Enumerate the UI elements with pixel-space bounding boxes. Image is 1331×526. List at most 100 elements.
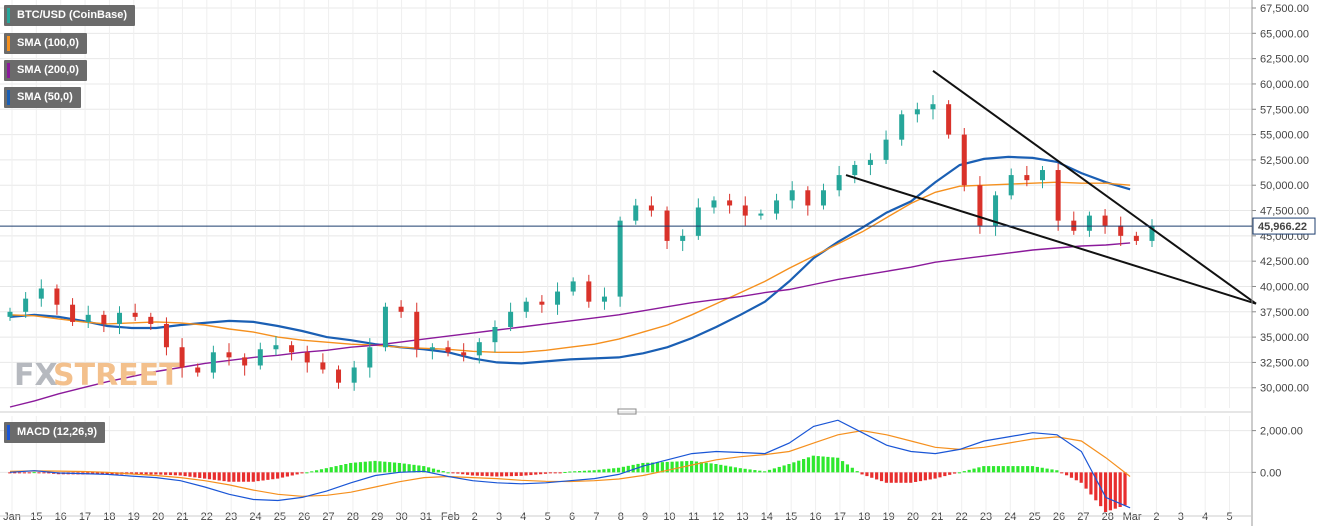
macd-histogram-bar [996,466,1001,473]
time-tick-label: 7 [593,511,599,523]
macd-histogram-bar [280,472,285,478]
candle-body [289,345,295,353]
macd-histogram-bar [276,472,280,479]
candle-body [398,306,404,312]
candle-body [226,352,232,358]
time-tick-label: 26 [1053,511,1065,523]
macd-histogram-bar [826,456,830,473]
macd-histogram-bar [134,472,139,475]
macd-histogram-bar [514,472,518,477]
time-tick-label: 8 [618,511,624,523]
macd-histogram-bar [855,471,859,473]
legend-sma200[interactable]: SMA (200,0) [4,60,87,81]
candle-body [70,304,76,322]
macd-histogram-bar [933,472,937,479]
candle-body [555,291,561,305]
candle-body [758,213,764,216]
macd-histogram-bar [909,472,913,483]
macd-histogram-bar [558,472,562,474]
lower-trendline [845,174,1257,305]
candle-body [476,342,482,356]
macd-histogram-bar [363,461,367,473]
time-tick-label: 16 [55,511,67,523]
macd-histogram-bar [621,466,626,473]
macd-histogram-bar [709,463,713,473]
price-tick-label: 47,500.00 [1260,206,1309,218]
macd-signal-line [9,429,1131,497]
macd-histogram-bar [1084,472,1088,489]
time-tick-label: 15 [30,511,42,523]
macd-histogram-bar [641,462,645,473]
legend-sma50[interactable]: SMA (50,0) [4,87,81,108]
time-tick-label: 21 [931,511,943,523]
macd-histogram-bar [792,462,796,473]
time-tick-label: 14 [761,511,773,523]
macd-histogram-bar [777,466,781,473]
macd-histogram-bar [767,469,772,473]
macd-histogram-bar [1089,472,1093,495]
candle-body [1024,175,1030,181]
candle-body [508,311,514,327]
macd-histogram-bar [563,471,567,473]
macd-histogram-bar [203,472,207,479]
candle-body [273,345,279,350]
macd-histogram-bar [392,462,397,473]
macd-histogram-bar [1045,468,1049,473]
candle-body [38,288,44,299]
macd-histogram-bar [991,466,996,473]
legend-instrument-swatch [7,8,10,23]
macd-histogram-bar [334,466,338,473]
time-tick-label: 23 [225,511,237,523]
macd-histogram-bar [8,472,12,474]
macd-histogram-bar [436,469,440,473]
macd-histogram-bar [315,470,319,473]
macd-histogram-bar [957,472,962,474]
candle-body [570,281,576,292]
macd-histogram-bar [660,462,664,473]
macd-histogram-bar [889,472,893,483]
time-tick-label: 2 [1153,511,1159,523]
macd-histogram-bar [553,472,557,474]
macd-histogram-bar [422,466,426,473]
legend-instrument-label: BTC/USD (CoinBase) [17,9,128,21]
macd-histogram-bar [534,472,538,475]
macd-histogram-bar [845,464,850,473]
candle-body [320,362,326,370]
macd-histogram-bar [47,472,51,474]
macd-histogram-bar [27,472,31,474]
candle-body [539,301,545,305]
price-tick-label: 60,000.00 [1260,79,1309,91]
legend-macd[interactable]: MACD (12,26,9) [4,422,106,443]
candle-body [257,349,263,366]
macd-histogram-bar [724,465,728,473]
legend-instrument[interactable]: BTC/USD (CoinBase) [4,5,136,26]
candle-body [1086,215,1092,231]
time-tick-label: 27 [322,511,334,523]
legend-sma100[interactable]: SMA (100,0) [4,33,87,54]
macd-histogram-bar [675,461,679,473]
legend-sma200-label: SMA (200,0) [17,64,79,76]
candle-body [461,352,467,356]
macd-histogram-bar [972,468,976,473]
macd-histogram-bar [904,472,908,483]
candle-body [586,281,592,302]
time-tick-label: 25 [274,511,286,523]
macd-histogram-bar [952,472,957,474]
macd-histogram-bar [840,461,845,473]
time-tick-label: 27 [1077,511,1089,523]
price-tick-label: 57,500.00 [1260,104,1309,116]
time-tick-label: 3 [1178,511,1184,523]
macd-histogram-bar [144,472,148,475]
macd-histogram-bar [183,472,187,477]
price-tick-label: 50,000.00 [1260,180,1309,192]
macd-histogram-bar [500,472,504,477]
macd-histogram-bar [100,472,104,475]
macd-histogram-bar [504,472,509,477]
macd-histogram-bar [1108,472,1113,511]
trendlines [845,69,1257,305]
macd-histogram-bar [427,467,431,473]
candle-body [617,220,623,297]
candle-body [1008,175,1014,196]
macd-histogram-bar [1026,466,1030,473]
